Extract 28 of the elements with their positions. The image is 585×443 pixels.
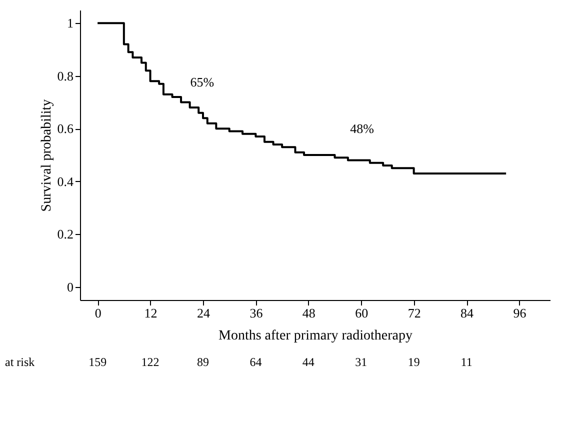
text: 159 (88, 355, 107, 369)
x-tick-label: 84 (460, 306, 474, 320)
x-tick-label: 48 (302, 306, 316, 320)
y-tick-label: 1 (67, 16, 74, 31)
x-tick-label: 60 (355, 306, 368, 320)
y-tick-label: 0.8 (57, 68, 74, 84)
text: 89 (196, 355, 209, 369)
annotation: 48% (350, 120, 374, 136)
x-tick-label: 72 (408, 306, 421, 320)
text: 64 (250, 355, 262, 369)
text: 11 (460, 355, 472, 369)
text: 31 (355, 355, 368, 369)
annotation: 65% (190, 74, 214, 90)
text: 122 (141, 355, 160, 369)
y-tick-label: 0 (67, 279, 74, 294)
x-axis-title: Months after primary radiotherapy (218, 328, 412, 344)
x-tick-label: 36 (250, 306, 264, 320)
text: at risk (5, 355, 35, 369)
y-tick-label: 0.4 (57, 174, 74, 189)
x-tick-label: 24 (196, 306, 210, 320)
x-tick-label: 0 (94, 306, 102, 320)
y-tick-label: 0.6 (57, 121, 74, 136)
text: 19 (408, 355, 420, 369)
x-tick-label: 12 (144, 306, 158, 320)
y-tick-label: 0.2 (57, 226, 74, 242)
x-tick-label: 96 (513, 306, 527, 320)
y-axis-title: Survival probability (39, 99, 54, 212)
text: 44 (302, 355, 314, 369)
